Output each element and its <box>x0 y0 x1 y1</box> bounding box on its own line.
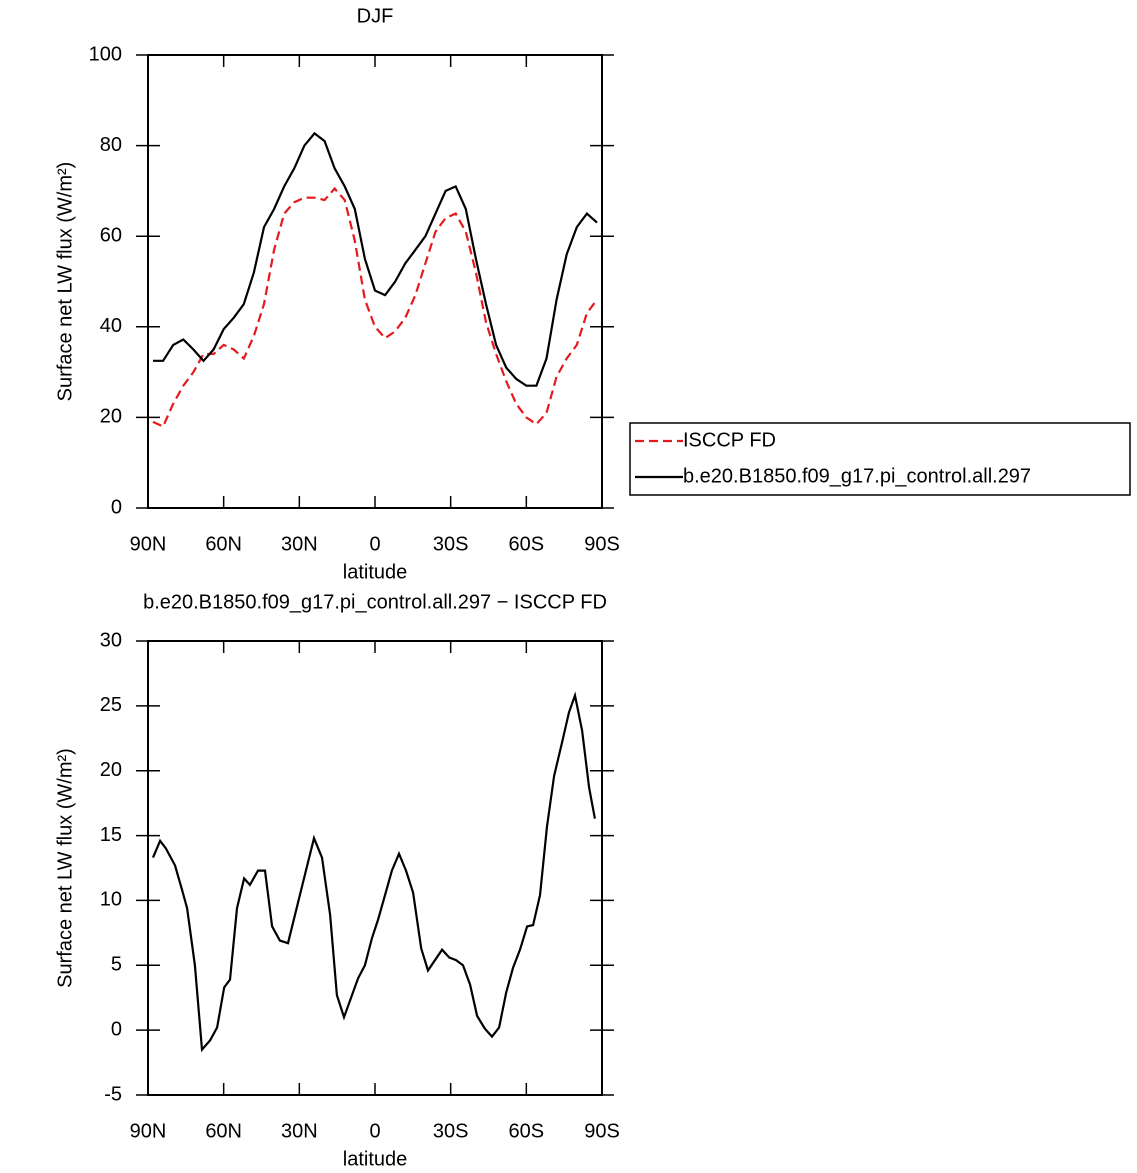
y-tick-label: 80 <box>100 134 122 156</box>
y-tick-label: 25 <box>100 694 122 716</box>
x-tick-label: 60S <box>509 1120 545 1142</box>
legend-label: ISCCP FD <box>683 429 776 451</box>
y-tick-label: 20 <box>100 406 122 428</box>
y-tick-label: 40 <box>100 315 122 337</box>
y-tick-label: 20 <box>100 759 122 781</box>
y-tick-label: 0 <box>111 496 122 518</box>
x-tick-label: 90S <box>584 533 620 555</box>
data-line <box>152 186 598 428</box>
y-tick-label: 60 <box>100 224 122 246</box>
y-tick-label: 0 <box>111 1018 122 1040</box>
x-tick-label: 60S <box>509 533 545 555</box>
x-tick-label: 0 <box>369 1120 380 1142</box>
x-axis-label: latitude <box>343 561 408 583</box>
x-tick-label: 90N <box>130 1120 167 1142</box>
x-tick-label: 60N <box>205 1120 242 1142</box>
y-tick-label: 10 <box>100 889 122 911</box>
x-tick-label: 30N <box>281 1120 318 1142</box>
x-tick-label: 60N <box>205 533 242 555</box>
x-tick-label: 90S <box>584 1120 620 1142</box>
y-tick-label: 5 <box>111 954 122 976</box>
x-tick-label: 30N <box>281 533 318 555</box>
legend-label: b.e20.B1850.f09_g17.pi_control.all.297 <box>683 465 1031 487</box>
x-axis-label: latitude <box>343 1148 408 1170</box>
y-axis-label: Surface net LW flux (W/m²) <box>54 748 76 988</box>
y-tick-label: -5 <box>104 1083 122 1105</box>
y-axis-label: Surface net LW flux (W/m²) <box>54 162 76 402</box>
x-tick-label: 30S <box>433 533 469 555</box>
x-tick-label: 90N <box>130 533 167 555</box>
data-line <box>151 691 596 1053</box>
data-line <box>153 131 598 387</box>
plot-frame <box>147 640 603 1096</box>
plot-frame <box>147 54 603 509</box>
chart-title: DJF <box>357 5 394 27</box>
y-tick-label: 30 <box>100 629 122 651</box>
y-tick-label: 15 <box>100 824 122 846</box>
x-tick-label: 0 <box>369 533 380 555</box>
x-tick-label: 30S <box>433 1120 469 1142</box>
legend-box <box>629 422 1131 496</box>
chart-title: b.e20.B1850.f09_g17.pi_control.all.297 −… <box>143 591 607 613</box>
y-tick-label: 100 <box>89 43 122 65</box>
